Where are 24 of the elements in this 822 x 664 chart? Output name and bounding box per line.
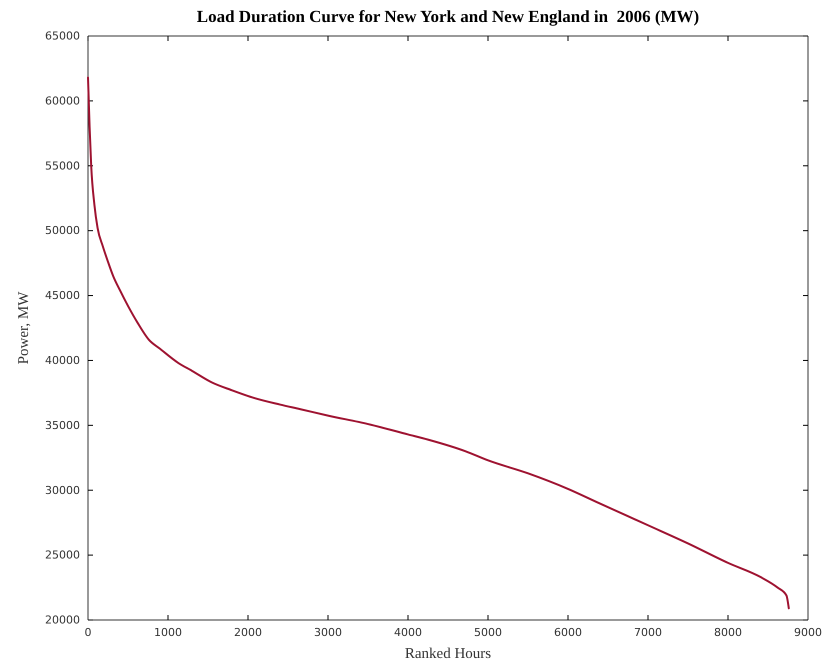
y-tick-label: 65000 xyxy=(45,30,80,43)
chart-title: Load Duration Curve for New York and New England in 2006 (MW) xyxy=(196,7,700,26)
y-tick-label: 40000 xyxy=(45,354,80,367)
y-axis-title: Power, MW xyxy=(16,290,32,364)
x-tick-label: 4000 xyxy=(394,626,422,639)
x-tick-label: 6000 xyxy=(554,626,582,639)
x-tick-label: 5000 xyxy=(474,626,502,639)
y-tick-label: 50000 xyxy=(45,224,80,238)
y-tick-label: 30000 xyxy=(45,484,80,497)
y-tick-label: 25000 xyxy=(45,548,80,562)
x-tick-label: 3000 xyxy=(314,626,342,639)
x-tick-label: 1000 xyxy=(154,626,182,639)
x-axis-title: Ranked Hours xyxy=(404,646,492,662)
y-tick-label: 55000 xyxy=(45,159,80,172)
y-tick-label: 60000 xyxy=(45,94,80,108)
y-tick-label: 20000 xyxy=(45,614,80,627)
x-tick-label: 0 xyxy=(84,626,92,639)
line-series xyxy=(87,76,790,610)
x-tick-label: 2000 xyxy=(234,626,262,639)
x-tick-label: 8000 xyxy=(714,626,742,639)
y-tick-label: 45000 xyxy=(45,289,80,302)
x-tick-label: 9000 xyxy=(794,626,822,639)
x-tick-label: 7000 xyxy=(634,626,662,639)
y-tick-label: 35000 xyxy=(45,418,80,432)
